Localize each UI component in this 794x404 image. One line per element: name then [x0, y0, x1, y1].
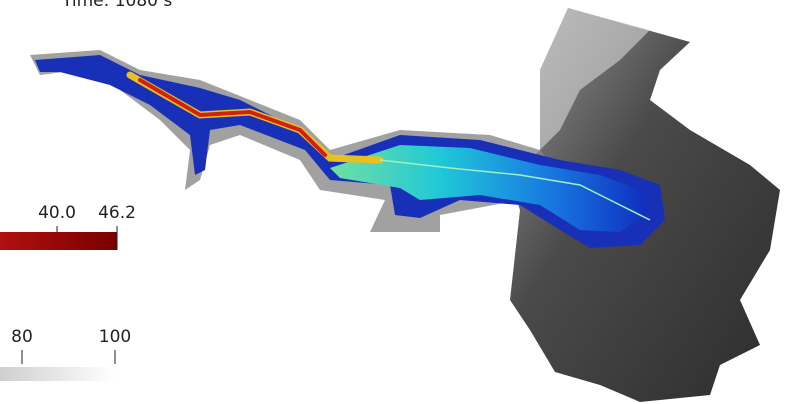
colorbar	[0, 232, 117, 250]
colorbar	[0, 367, 115, 381]
colorbar-label: 46.2	[98, 203, 136, 223]
colorbar-label: 80	[11, 327, 33, 347]
colorbar-label: 100	[99, 327, 131, 347]
colorbar-label: 40.0	[38, 203, 76, 223]
render-view: Time: 1080 s 40.0 46.2 80 100	[0, 0, 794, 404]
time-annotation: Time: 1080 s	[61, 0, 172, 11]
